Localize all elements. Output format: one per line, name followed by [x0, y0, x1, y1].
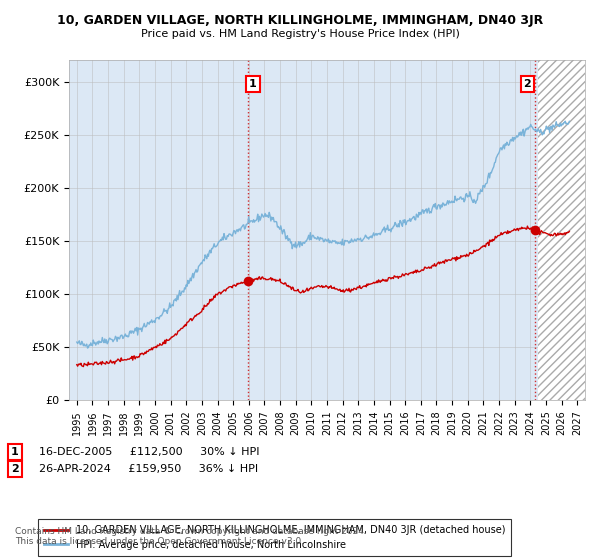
Text: Price paid vs. HM Land Registry's House Price Index (HPI): Price paid vs. HM Land Registry's House …	[140, 29, 460, 39]
Text: 2: 2	[524, 79, 532, 89]
Text: 1: 1	[249, 79, 257, 89]
Text: Contains HM Land Registry data © Crown copyright and database right 2024.
This d: Contains HM Land Registry data © Crown c…	[15, 526, 367, 546]
Text: 26-APR-2024     £159,950     36% ↓ HPI: 26-APR-2024 £159,950 36% ↓ HPI	[39, 464, 258, 474]
Text: 16-DEC-2005     £112,500     30% ↓ HPI: 16-DEC-2005 £112,500 30% ↓ HPI	[39, 447, 260, 457]
Text: 10, GARDEN VILLAGE, NORTH KILLINGHOLME, IMMINGHAM, DN40 3JR: 10, GARDEN VILLAGE, NORTH KILLINGHOLME, …	[57, 14, 543, 27]
Legend: 10, GARDEN VILLAGE, NORTH KILLINGHOLME, IMMINGHAM, DN40 3JR (detached house), HP: 10, GARDEN VILLAGE, NORTH KILLINGHOLME, …	[38, 519, 511, 556]
Text: 1: 1	[11, 447, 19, 457]
Text: 2: 2	[11, 464, 19, 474]
